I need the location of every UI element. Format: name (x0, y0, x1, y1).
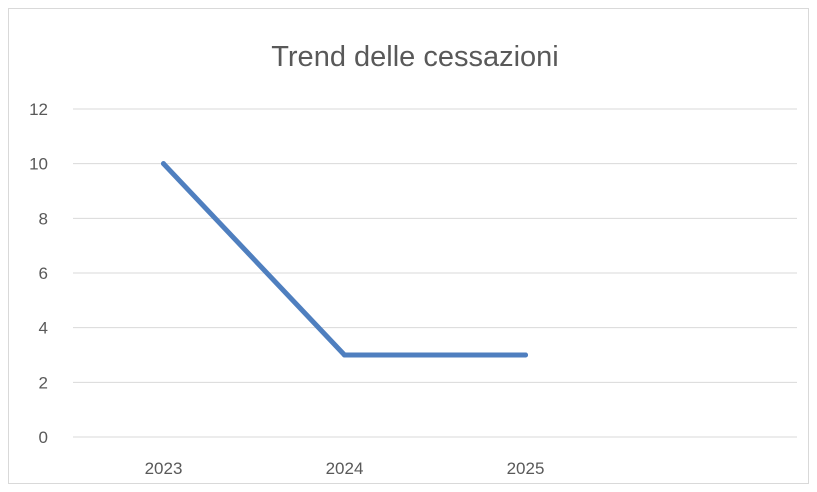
data-point-2024 (342, 352, 347, 358)
data-point-2025 (523, 352, 528, 358)
x-tick-label: 2023 (145, 459, 183, 478)
y-tick-label: 2 (39, 373, 48, 392)
x-axis-ticks: 2023 2024 2025 (145, 459, 545, 478)
y-tick-label: 4 (39, 319, 48, 338)
chart-frame (8, 8, 809, 484)
y-tick-label: 0 (39, 428, 48, 447)
series-line-0 (161, 161, 528, 358)
y-tick-label: 12 (29, 100, 48, 119)
y-tick-label: 8 (39, 209, 48, 228)
y-axis-ticks: 0 2 4 6 8 10 12 (29, 100, 48, 447)
series-group (161, 161, 528, 358)
data-point-2023 (161, 161, 166, 167)
y-tick-label: 6 (39, 264, 48, 283)
chart-title: Trend delle cessazioni (271, 41, 558, 73)
y-tick-label: 10 (29, 155, 48, 174)
gridlines (73, 108, 797, 438)
x-tick-label: 2024 (326, 459, 364, 478)
x-tick-label: 2025 (507, 459, 545, 478)
